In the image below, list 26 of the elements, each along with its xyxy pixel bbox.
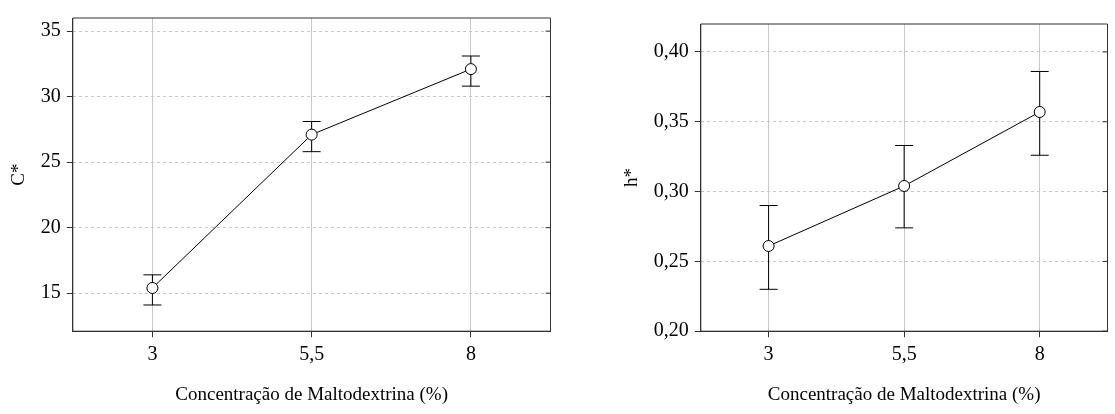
x-axis-title: Concentração de Maltodextrina (%) bbox=[767, 382, 1041, 405]
x-tick-label: 3 bbox=[763, 342, 774, 365]
y-tick-label: 0,30 bbox=[653, 178, 689, 201]
y-tick-label: 0,20 bbox=[653, 318, 689, 341]
y-tick-label: 0,35 bbox=[653, 109, 689, 131]
point bbox=[898, 179, 911, 192]
y-tick-label: 25 bbox=[40, 149, 61, 172]
x-tick-label: 8 bbox=[1034, 342, 1045, 365]
x-tick-label: 3 bbox=[147, 342, 158, 365]
x-tick-label: 8 bbox=[465, 342, 476, 365]
point bbox=[762, 240, 775, 253]
y-tick-label: 0,40 bbox=[653, 39, 689, 62]
x-axis-title: Concentração de Maltodextrina (%) bbox=[175, 382, 449, 405]
y-tick-label: 30 bbox=[40, 83, 61, 106]
y-tick-label: 15 bbox=[40, 280, 61, 303]
x-tick-label: 5,5 bbox=[299, 342, 325, 365]
y-axis-title: h* bbox=[620, 168, 642, 188]
point bbox=[305, 128, 318, 141]
y-axis-title: C* bbox=[7, 163, 29, 186]
y-tick-label: 35 bbox=[40, 18, 61, 41]
y-tick-label: 20 bbox=[40, 214, 61, 237]
point bbox=[1033, 105, 1046, 118]
point bbox=[146, 281, 159, 294]
x-tick-label: 5,5 bbox=[891, 342, 917, 365]
point bbox=[464, 63, 477, 76]
y-tick-label: 0,25 bbox=[653, 248, 689, 271]
